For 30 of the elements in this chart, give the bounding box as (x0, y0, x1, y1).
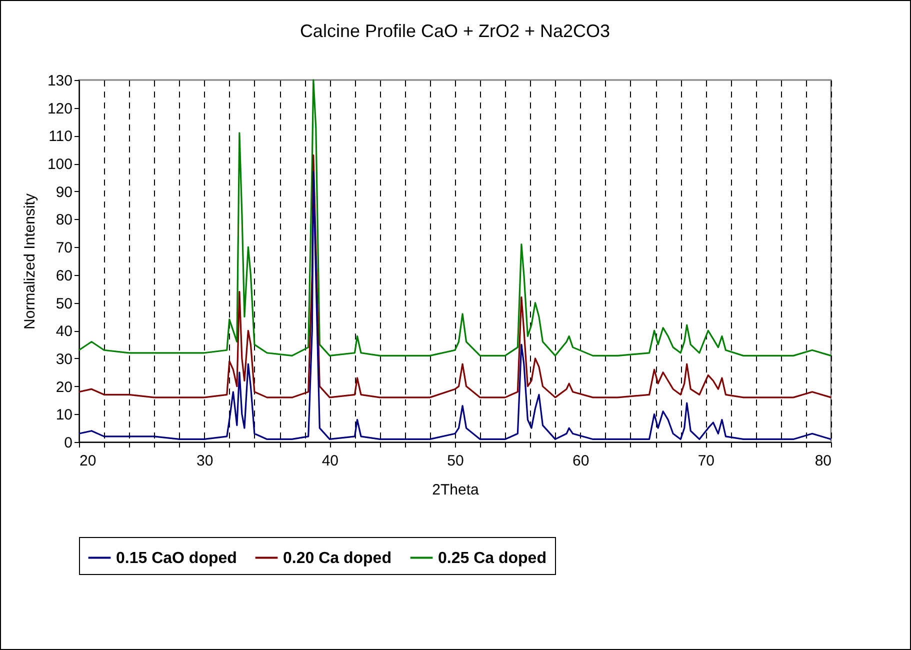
x-tick-label: 50 (447, 452, 464, 470)
x-tick-label: 80 (814, 452, 832, 470)
y-tick-label: 70 (56, 240, 72, 257)
y-tick-label: 0 (64, 434, 72, 452)
line-series (78, 154, 832, 398)
line-series (78, 79, 832, 356)
y-tick-label: 40 (56, 323, 72, 340)
x-tick-label: 20 (80, 452, 96, 470)
y-tick-label: 100 (47, 156, 72, 174)
y-axis-title: Normalized Intensity (21, 193, 38, 330)
y-tick-label: 30 (56, 350, 72, 368)
y-tick-label: 10 (56, 406, 72, 424)
y-tick-label: 50 (56, 295, 72, 312)
x-tick-label: 30 (196, 452, 214, 470)
y-tick-label: 120 (47, 100, 72, 118)
x-axis-title: 2Theta (432, 482, 480, 498)
legend-label: 0.15 CaO doped (116, 550, 237, 567)
x-tick-label: 40 (322, 452, 339, 470)
line-series (78, 171, 832, 440)
y-tick-label: 60 (56, 267, 72, 284)
y-tick-label: 20 (56, 378, 72, 396)
x-tick-label: 60 (572, 452, 590, 470)
chart-title: Calcine Profile CaO + ZrO2 + Na2CO3 (300, 21, 610, 41)
y-tick-label: 80 (56, 212, 72, 229)
y-tick-label: 90 (56, 184, 72, 201)
y-tick-label: 130 (47, 72, 72, 90)
y-tick-label: 110 (48, 128, 72, 146)
legend-label: 0.25 Ca doped (438, 550, 546, 567)
x-tick-label: 70 (698, 452, 715, 470)
legend-label: 0.20 Ca doped (283, 550, 392, 567)
